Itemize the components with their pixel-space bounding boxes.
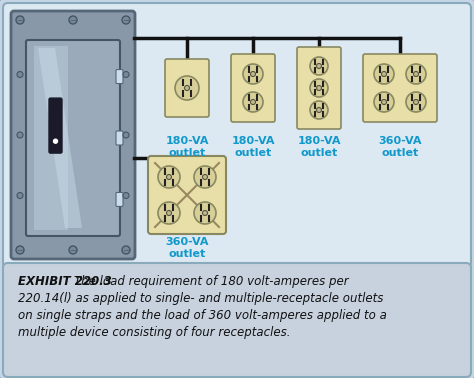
Circle shape (166, 211, 172, 215)
Circle shape (317, 85, 321, 90)
Circle shape (158, 166, 180, 188)
FancyBboxPatch shape (11, 11, 135, 259)
FancyBboxPatch shape (49, 98, 62, 153)
Circle shape (69, 16, 77, 24)
Circle shape (123, 71, 129, 77)
Circle shape (194, 166, 216, 188)
Circle shape (16, 16, 24, 24)
Circle shape (243, 64, 263, 84)
Circle shape (310, 79, 328, 97)
Circle shape (17, 192, 23, 198)
FancyBboxPatch shape (116, 192, 123, 206)
Circle shape (382, 99, 386, 104)
Polygon shape (38, 48, 82, 228)
FancyBboxPatch shape (26, 40, 120, 236)
FancyBboxPatch shape (297, 47, 341, 129)
FancyBboxPatch shape (3, 3, 471, 268)
Circle shape (166, 175, 172, 180)
FancyBboxPatch shape (3, 263, 471, 377)
Circle shape (122, 246, 130, 254)
Circle shape (413, 71, 419, 76)
Circle shape (250, 71, 255, 76)
Circle shape (54, 139, 57, 143)
Circle shape (16, 246, 24, 254)
Circle shape (175, 76, 199, 100)
Circle shape (317, 64, 321, 68)
Circle shape (158, 202, 180, 224)
Circle shape (17, 71, 23, 77)
FancyBboxPatch shape (116, 70, 123, 84)
Text: EXHIBIT 220.3: EXHIBIT 220.3 (18, 275, 120, 288)
FancyBboxPatch shape (165, 59, 209, 117)
FancyBboxPatch shape (363, 54, 437, 122)
Circle shape (17, 132, 23, 138)
Circle shape (406, 92, 426, 112)
Text: 180-VA
outlet: 180-VA outlet (231, 136, 275, 158)
Circle shape (374, 64, 394, 84)
Circle shape (194, 202, 216, 224)
Circle shape (374, 92, 394, 112)
Text: 180-VA
outlet: 180-VA outlet (297, 136, 341, 158)
Text: 220.14(l) as applied to single- and multiple-receptacle outlets: 220.14(l) as applied to single- and mult… (18, 292, 383, 305)
FancyBboxPatch shape (231, 54, 275, 122)
Circle shape (310, 101, 328, 119)
Circle shape (243, 92, 263, 112)
Text: multiple device consisting of four receptacles.: multiple device consisting of four recep… (18, 326, 291, 339)
Text: 360-VA
outlet: 360-VA outlet (165, 237, 209, 259)
Circle shape (382, 71, 386, 76)
Circle shape (202, 175, 208, 180)
FancyBboxPatch shape (116, 131, 123, 145)
Circle shape (123, 192, 129, 198)
Text: The load requirement of 180 volt-amperes per: The load requirement of 180 volt-amperes… (74, 275, 349, 288)
Circle shape (184, 85, 190, 90)
Circle shape (406, 64, 426, 84)
Circle shape (317, 107, 321, 113)
Text: 180-VA
outlet: 180-VA outlet (165, 136, 209, 158)
Text: 360-VA
outlet: 360-VA outlet (378, 136, 422, 158)
Circle shape (122, 16, 130, 24)
Circle shape (413, 99, 419, 104)
Circle shape (202, 211, 208, 215)
Circle shape (69, 246, 77, 254)
FancyBboxPatch shape (148, 156, 226, 234)
Circle shape (310, 57, 328, 75)
Circle shape (123, 132, 129, 138)
Text: on single straps and the load of 360 volt-amperes applied to a: on single straps and the load of 360 vol… (18, 309, 387, 322)
Polygon shape (34, 46, 69, 230)
Circle shape (250, 99, 255, 104)
